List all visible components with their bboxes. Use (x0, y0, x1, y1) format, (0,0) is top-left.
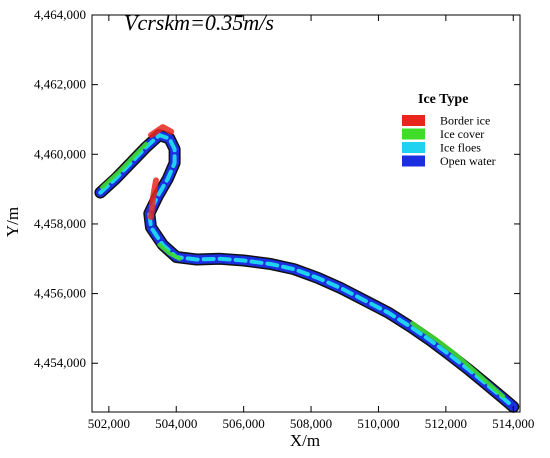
river-channel (94, 124, 520, 413)
y-tick-label: 4,464,000 (34, 7, 86, 22)
legend-label: Ice cover (440, 127, 484, 141)
border-ice-zone (148, 177, 159, 220)
legend-swatch (402, 155, 425, 167)
x-tick-label: 504,000 (155, 416, 197, 431)
plot-frame (91, 14, 521, 413)
ice-cover-zone (157, 242, 182, 261)
y-tick-label: 4,460,000 (34, 146, 86, 161)
open-water-zone (95, 130, 518, 412)
legend-label: Border ice (440, 114, 490, 128)
ice-cover-zone (410, 321, 506, 399)
ice-cover-zone (100, 141, 148, 190)
legend-label: Ice floes (440, 141, 481, 155)
x-tick-label: 514,000 (492, 416, 534, 431)
y-tick-label: 4,456,000 (34, 286, 86, 301)
legend-swatch (402, 128, 425, 140)
velocity-annotation: Vcrskm=0.35m/s (124, 10, 274, 35)
legend-label: Open water (440, 154, 496, 168)
legend-swatch (402, 115, 425, 126)
x-tick-label: 506,000 (223, 416, 265, 431)
y-tick-label: 4,454,000 (34, 355, 86, 370)
border-ice-zone (148, 124, 175, 139)
x-tick-label: 508,000 (290, 416, 332, 431)
legend-title: Ice Type (418, 92, 468, 107)
legend-swatch (402, 142, 425, 153)
y-axis-label: Y/m (3, 207, 22, 237)
ice-floes-zone (98, 133, 516, 409)
x-tick-label: 510,000 (357, 416, 399, 431)
y-tick-label: 4,462,000 (34, 77, 86, 92)
x-tick-label: 512,000 (425, 416, 467, 431)
x-tick-label: 502,000 (88, 416, 130, 431)
x-axis-label: X/m (290, 431, 320, 450)
y-tick-label: 4,458,000 (34, 216, 86, 231)
